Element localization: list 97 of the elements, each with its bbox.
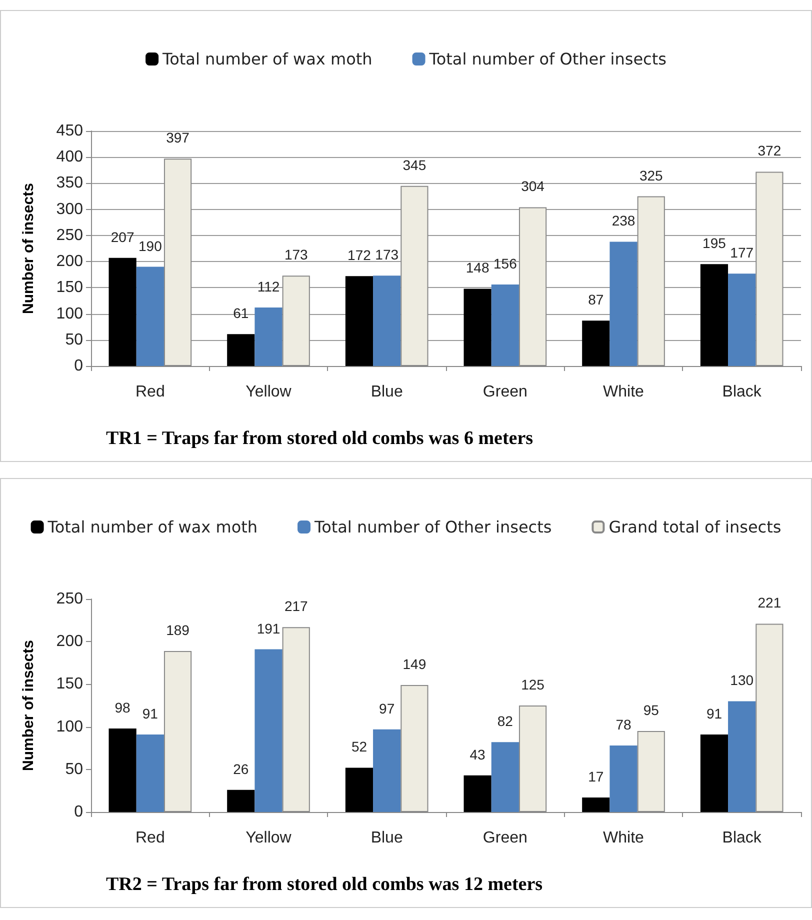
legend-label: Total number of Other insects (428, 50, 666, 68)
text: TR1 = Traps far from stored old combs was 6 meters (106, 428, 534, 449)
x-tick-label: Black (722, 830, 762, 846)
x-tick-label: Black (722, 384, 762, 400)
bar (373, 729, 401, 812)
bar (582, 320, 610, 366)
y-tick-label: 50 (65, 331, 84, 348)
y-tick-label: 100 (56, 305, 84, 322)
data-label: 156 (493, 256, 518, 272)
data-label: 78 (616, 716, 632, 733)
data-label: 304 (521, 178, 545, 194)
data-label: 87 (588, 292, 604, 308)
data-label: 130 (730, 672, 754, 688)
y-tick-label: 150 (56, 279, 84, 296)
bar (700, 734, 728, 812)
data-label: 325 (639, 167, 664, 184)
y-tick-label: 350 (56, 174, 84, 192)
legend-label: Total number of wax moth (46, 518, 258, 536)
y-tick-label: 300 (56, 200, 84, 218)
data-label: 91 (706, 705, 722, 722)
bar (254, 649, 282, 812)
bar (728, 274, 756, 366)
data-label: 190 (138, 238, 162, 254)
data-label: 98 (114, 700, 131, 716)
data-label: 149 (402, 656, 426, 672)
bar (136, 734, 164, 812)
data-label: 17 (588, 768, 604, 785)
bar (345, 768, 374, 812)
data-label: 125 (521, 676, 545, 692)
data-label: 95 (643, 702, 660, 718)
data-label: 112 (257, 278, 280, 295)
y-axis-title: Number of insects (20, 183, 37, 314)
data-label: 177 (730, 244, 754, 261)
data-label: 61 (233, 305, 249, 322)
legend-label: Total number of wax moth (162, 50, 372, 68)
y-tick-label: 150 (56, 676, 84, 693)
y-tick-label: 0 (74, 358, 84, 374)
y-tick-label: 400 (56, 148, 84, 166)
data-label: 195 (702, 235, 726, 252)
x-tick-label: Green (482, 830, 528, 846)
data-label: 43 (470, 746, 486, 762)
data-label: 372 (758, 142, 782, 159)
x-tick-label: White (603, 384, 644, 400)
x-tick-label: Red (135, 384, 165, 400)
x-tick-label: White (603, 830, 644, 846)
y-tick-label: 250 (56, 226, 84, 244)
data-label: 82 (497, 713, 514, 730)
y-tick-label: 450 (56, 122, 84, 140)
bar (610, 242, 638, 366)
data-label: 217 (284, 598, 308, 614)
y-tick-label: 50 (65, 760, 84, 778)
bar (491, 284, 519, 366)
y-axis-title: Number of insects (20, 640, 37, 771)
legend-label: Total number of Other insects (314, 518, 552, 536)
x-tick-label: Yellow (246, 384, 292, 400)
bar (373, 276, 401, 366)
data-label: 345 (402, 156, 426, 173)
legend-label: Grand total of insects (608, 518, 782, 536)
bar (227, 334, 255, 366)
bar (728, 701, 756, 812)
bar (254, 308, 282, 366)
y-tick-label: 250 (56, 590, 84, 608)
bar (108, 728, 136, 812)
y-tick-label: 0 (74, 804, 84, 820)
bar (491, 742, 519, 812)
data-label: 207 (110, 228, 134, 245)
data-label: 52 (351, 738, 368, 755)
data-label: 173 (284, 246, 308, 263)
x-tick-label: Blue (370, 830, 403, 846)
bar (610, 746, 638, 812)
y-tick-label: 200 (56, 253, 84, 270)
x-tick-label: Green (482, 384, 528, 400)
data-label: 26 (233, 760, 249, 777)
x-tick-label: Red (135, 830, 165, 846)
bar (582, 798, 610, 812)
data-label: 172 (348, 247, 372, 264)
data-label: 97 (379, 700, 395, 716)
x-tick-label: Yellow (246, 830, 292, 846)
bar (108, 258, 136, 366)
data-label: 238 (612, 212, 636, 229)
text: TR2 = Traps far from stored old combs was 12 meters (106, 874, 543, 895)
data-label: 189 (166, 622, 190, 638)
bar (136, 266, 164, 366)
bar (464, 288, 492, 366)
data-label: 221 (758, 594, 782, 611)
data-label: 148 (466, 260, 490, 276)
bar (227, 790, 255, 812)
y-tick-label: 100 (56, 718, 84, 736)
x-tick-label: Blue (370, 384, 403, 400)
bar (345, 276, 374, 366)
bar (700, 264, 728, 366)
data-label: 173 (375, 246, 399, 263)
bar (464, 775, 492, 812)
data-label: 91 (142, 705, 158, 722)
y-tick-label: 200 (56, 633, 84, 650)
data-label: 191 (256, 620, 280, 636)
data-label: 397 (166, 130, 190, 146)
